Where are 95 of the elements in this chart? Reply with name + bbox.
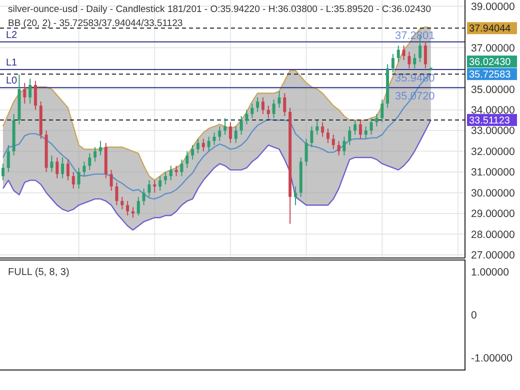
candlestick (391, 53, 394, 74)
candlestick (218, 126, 222, 142)
chart-title: silver-ounce-usd - Daily - Candlestick 181/201 - O:35.94220 - H:36.03800 - L:35.89520 - C:36.02430 (8, 4, 431, 15)
text: BB (20, 2) - 35.72583/37.94044/33.51123 (8, 18, 183, 29)
candlestick (98, 140, 102, 156)
candlestick (272, 98, 276, 119)
candlestick (304, 138, 308, 166)
candlestick (28, 78, 32, 104)
candlestick (380, 98, 384, 123)
y-tick-label: 37.00000 (471, 42, 515, 54)
candlestick (169, 165, 172, 181)
candlestick (202, 138, 205, 152)
candlestick (332, 134, 335, 150)
ref-line-label: L1 (6, 57, 18, 68)
ref-line-label: 33.51123 (469, 115, 510, 126)
candlestick (310, 126, 314, 148)
candlestick (50, 154, 54, 172)
candlestick (228, 122, 232, 144)
candlestick (283, 92, 286, 117)
candlestick (266, 105, 270, 119)
candlestick (126, 200, 130, 216)
candlestick (34, 80, 37, 110)
text: 1.00000 (471, 266, 510, 279)
candlestick (212, 132, 216, 146)
candlestick (1, 163, 4, 181)
y-tick-label: 39.00000 (471, 0, 515, 13)
candlestick (77, 167, 80, 190)
ref-line-label: 37.94044 (469, 24, 512, 35)
y-tick-label: 28.00000 (471, 228, 515, 241)
candlestick (278, 90, 281, 108)
y-tick-label: 29.00000 (471, 208, 515, 220)
candlestick (375, 113, 378, 127)
candlestick (23, 82, 26, 104)
candlestick (94, 146, 97, 162)
candlestick (136, 196, 140, 216)
candlestick (321, 122, 324, 138)
candlestick (261, 96, 264, 114)
candlestick (148, 180, 151, 198)
candlestick (424, 40, 427, 69)
candlestick (348, 126, 352, 146)
candlestick (186, 150, 189, 168)
candlestick (256, 96, 260, 112)
text: 0 (471, 310, 477, 322)
candlestick (240, 116, 243, 136)
candlestick (326, 128, 330, 144)
candlestick (358, 120, 362, 140)
candlestick (180, 159, 184, 177)
candlestick (396, 45, 400, 63)
line-series (2, 119, 432, 231)
candlestick (207, 136, 210, 152)
candlestick (66, 159, 70, 181)
candlestick (120, 196, 124, 210)
ref-line-label: L0 (6, 76, 18, 87)
candlestick (370, 118, 373, 136)
candlestick (158, 176, 162, 192)
candlestick (342, 136, 346, 156)
candlestick (245, 109, 248, 125)
candlestick (72, 172, 75, 190)
candlestick (191, 144, 194, 160)
y-tick-label: 34.00000 (471, 104, 515, 117)
candlestick (294, 186, 297, 206)
candlestick (56, 156, 59, 179)
candlestick (6, 144, 10, 172)
candlestick (364, 126, 368, 140)
candlestick (316, 120, 319, 136)
ref-line-label: 35.72583 (469, 70, 512, 81)
y-tick-label: 33.00000 (471, 125, 515, 138)
candlestick (408, 51, 411, 69)
y-tick-label: 30.00000 (471, 187, 515, 200)
candlestick (234, 126, 238, 144)
candlestick (337, 140, 340, 156)
text: 36.02430 (469, 57, 512, 68)
ref-line-label: L2 (6, 30, 18, 41)
candlestick (174, 165, 178, 177)
candlestick (164, 172, 167, 185)
candlestick (224, 118, 227, 136)
candlestick (196, 138, 200, 154)
y-tick-label: 31.00000 (471, 166, 515, 179)
candlestick (131, 206, 134, 218)
candlestick (115, 182, 118, 206)
candlestick (354, 120, 357, 136)
candlestick (250, 103, 254, 119)
candlestick (88, 152, 92, 170)
candlestick (402, 45, 406, 61)
y-tick-label: 27.00000 (471, 250, 515, 262)
text: -1.00000 (471, 352, 513, 365)
candlestick (153, 180, 156, 194)
candlestick (413, 53, 416, 69)
y-tick-label: 32.00000 (471, 146, 515, 158)
candlestick (61, 156, 64, 179)
candlestick (142, 188, 146, 206)
y-tick-label: 35.00000 (471, 84, 515, 96)
candlestick (110, 169, 113, 192)
text: FULL (5, 8, 3) (8, 267, 70, 278)
candlestick (82, 161, 86, 177)
